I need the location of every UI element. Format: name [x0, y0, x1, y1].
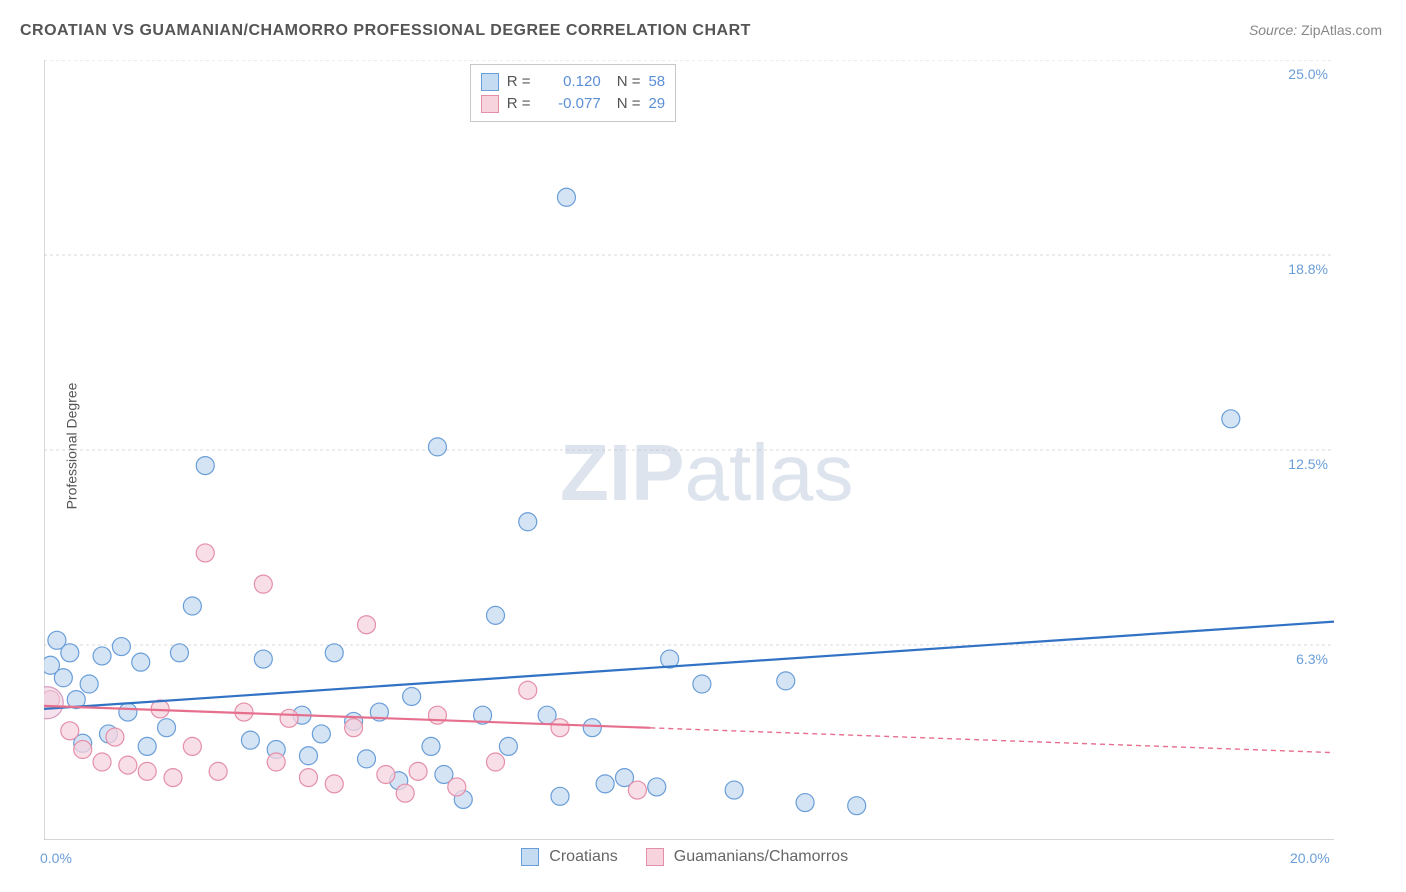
- n-label: N =: [617, 93, 641, 115]
- legend-swatch: [481, 73, 499, 91]
- legend-swatch: [481, 95, 499, 113]
- legend-swatch: [646, 848, 664, 866]
- y-tick-label: 12.5%: [1288, 456, 1328, 472]
- n-value: 29: [648, 93, 665, 115]
- r-label: R =: [507, 93, 537, 115]
- source-attribution: Source: ZipAtlas.com: [1249, 22, 1382, 38]
- legend-series-label: Guamanians/Chamorros: [674, 848, 848, 866]
- correlation-legend: R = 0.120 N = 58 R = -0.077 N = 29: [470, 64, 676, 122]
- r-value: -0.077: [545, 93, 601, 115]
- n-label: N =: [617, 71, 641, 93]
- r-label: R =: [507, 71, 537, 93]
- y-tick-label: 18.8%: [1288, 261, 1328, 277]
- source-label: Source:: [1249, 22, 1297, 38]
- plot-area: ZIPatlas R =0.120N =58R =-0.077N =29 Cro…: [44, 60, 1334, 840]
- scatter-plot-svg: [44, 60, 1334, 840]
- legend-swatch: [521, 848, 539, 866]
- x-tick-label: 0.0%: [40, 850, 72, 866]
- legend-correlation-row: R = -0.077 N = 29: [481, 93, 665, 115]
- chart-title: CROATIAN VS GUAMANIAN/CHAMORRO PROFESSIO…: [20, 22, 751, 40]
- r-value: 0.120: [545, 71, 601, 93]
- y-tick-label: 6.3%: [1296, 651, 1328, 667]
- legend-series-label: Croatians: [549, 848, 617, 866]
- x-tick-label: 20.0%: [1290, 850, 1330, 866]
- legend-correlation-row: R = 0.120 N = 58: [481, 71, 665, 93]
- series-legend: Croatians Guamanians/Chamorros: [521, 848, 866, 866]
- y-tick-label: 25.0%: [1288, 66, 1328, 82]
- n-value: 58: [648, 71, 665, 93]
- source-value: ZipAtlas.com: [1301, 22, 1382, 38]
